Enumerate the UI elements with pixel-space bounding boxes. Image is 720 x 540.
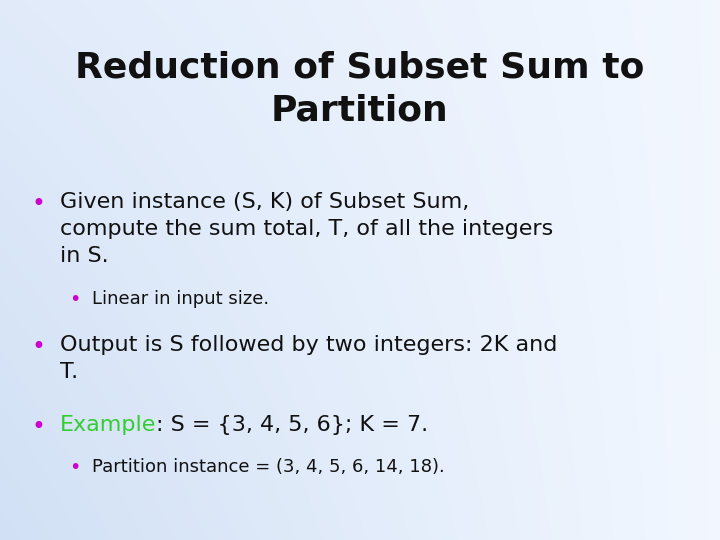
Text: •: • bbox=[69, 290, 81, 309]
Text: Example: Example bbox=[60, 415, 156, 435]
Text: •: • bbox=[31, 335, 45, 359]
Text: Reduction of Subset Sum to
Partition: Reduction of Subset Sum to Partition bbox=[76, 50, 644, 127]
Text: Output is S followed by two integers: 2K and
T.: Output is S followed by two integers: 2K… bbox=[60, 335, 557, 382]
Text: Linear in input size.: Linear in input size. bbox=[92, 290, 269, 308]
Text: •: • bbox=[31, 415, 45, 439]
Text: Given instance (S, K) of Subset Sum,
compute the sum total, T, of all the intege: Given instance (S, K) of Subset Sum, com… bbox=[60, 192, 553, 266]
Text: •: • bbox=[69, 458, 81, 477]
Text: Partition instance = (3, 4, 5, 6, 14, 18).: Partition instance = (3, 4, 5, 6, 14, 18… bbox=[92, 458, 445, 476]
Text: : S = {3, 4, 5, 6}; K = 7.: : S = {3, 4, 5, 6}; K = 7. bbox=[156, 415, 428, 435]
Text: •: • bbox=[31, 192, 45, 216]
